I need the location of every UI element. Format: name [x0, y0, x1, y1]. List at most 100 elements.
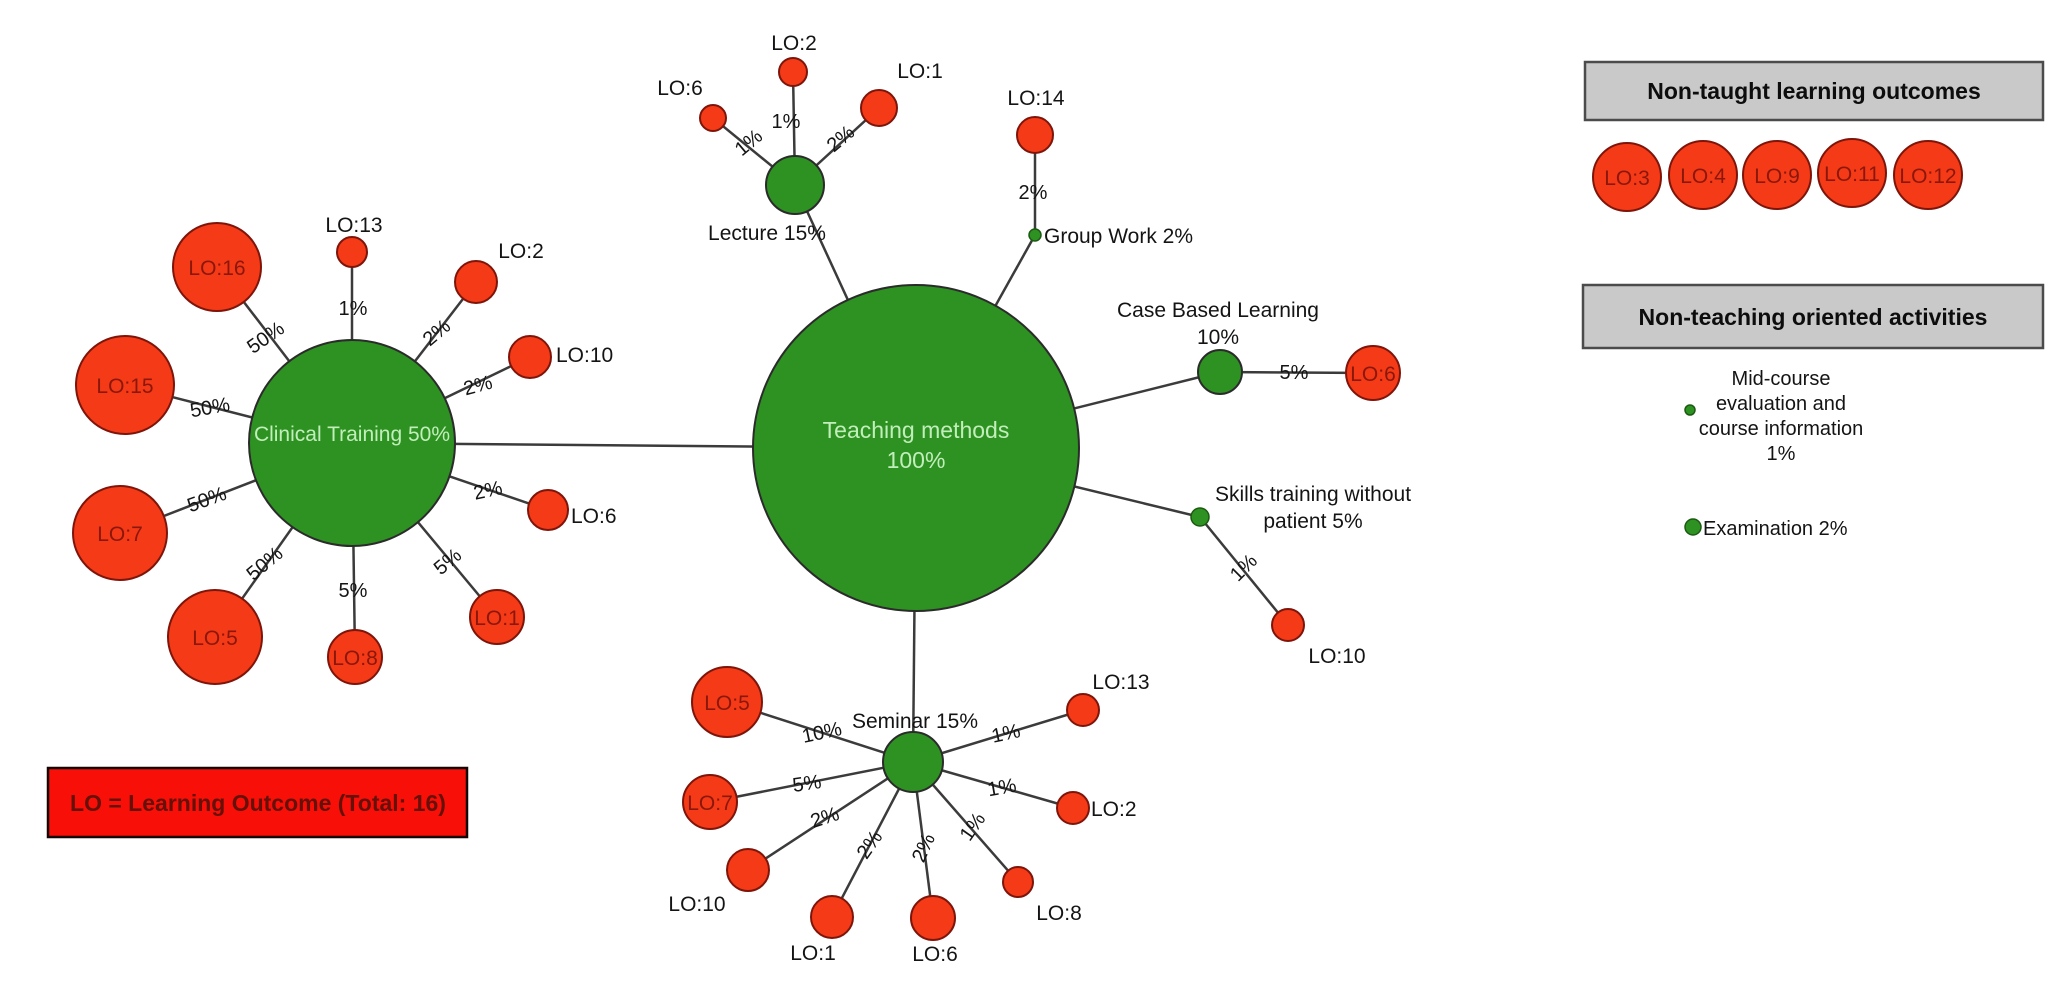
- cluster-group-work: Group Work 2% LO:14 2%: [1007, 87, 1193, 248]
- node-skills-lo10-label: LO:10: [1308, 645, 1365, 668]
- non-taught-header-box: [1583, 60, 2045, 122]
- cluster-skills-training: Skills training without patient 5% LO:10…: [1190, 483, 1411, 668]
- node-lecture-lo2: [778, 57, 808, 87]
- node-clinical-lo7: [72, 485, 168, 581]
- node-seminar-lo2-label: LO:2: [1091, 798, 1137, 821]
- node-skills-training: [1190, 507, 1210, 527]
- node-clinical-lo5-label: LO:5: [192, 627, 238, 650]
- edge-pct-clinical-lo7: 50%: [184, 483, 229, 517]
- node-teaching-methods-label-line2: 100%: [887, 447, 946, 473]
- node-seminar-lo8: [1002, 866, 1034, 898]
- node-clinical-lo10-label: LO:10: [556, 344, 613, 367]
- node-clinical-lo6-label: LO:6: [571, 505, 617, 528]
- node-lo11: [1817, 138, 1887, 208]
- node-lo4-label: LO:4: [1680, 165, 1726, 188]
- node-skills-label-line2: patient 5%: [1263, 510, 1362, 533]
- edge-pct-seminar-lo7: 5%: [791, 771, 823, 797]
- node-clinical-lo2-label: LO:2: [498, 240, 544, 263]
- node-clinical-lo1-label: LO:1: [474, 607, 520, 630]
- non-teaching-title: Non-teaching oriented activities: [1639, 304, 1988, 330]
- node-seminar-lo13-label: LO:13: [1092, 671, 1149, 694]
- cluster-root: Teaching methods 100%: [752, 284, 1080, 612]
- edge-pct-clinical-lo5: 50%: [243, 543, 288, 586]
- edge-pct-seminar-lo8: 1%: [956, 809, 991, 845]
- edge-pct-clinical-lo15: 50%: [188, 394, 231, 423]
- node-clinical-lo10: [508, 335, 552, 379]
- node-seminar-lo8-label: LO:8: [1036, 902, 1082, 925]
- node-lo12-label: LO:12: [1899, 165, 1956, 188]
- edge-pct-clinical-lo2: 2%: [419, 315, 455, 351]
- node-lo3: [1592, 142, 1662, 212]
- node-case-based-learning: [1197, 349, 1243, 395]
- edge-pct-seminar-lo6: 2%: [908, 830, 940, 866]
- node-skills-lo10: [1271, 608, 1305, 642]
- edge-pct-seminar-lo1: 2%: [853, 827, 888, 863]
- legend-box: [46, 766, 469, 839]
- node-clinical-lo13: [336, 236, 368, 268]
- edge-pct-seminar-lo5: 10%: [800, 718, 844, 748]
- midcourse-label-line2: evaluation and: [1716, 393, 1846, 415]
- edge-seminar-lo10: [747, 760, 914, 872]
- edge-pct-clinical-lo10: 2%: [461, 372, 495, 401]
- node-lecture-lo6-label: LO:6: [657, 77, 703, 100]
- examination-label: Examination 2%: [1703, 518, 1848, 540]
- edge-pct-lecture-lo1: 2%: [823, 121, 859, 157]
- node-lo3-label: LO:3: [1604, 167, 1650, 190]
- edge-pct-seminar-lo2: 1%: [986, 775, 1019, 802]
- edge-pct-lecture-lo2: 1%: [772, 111, 801, 133]
- node-lo9: [1742, 140, 1812, 210]
- midcourse-label-line3: course information: [1699, 418, 1864, 440]
- panel-non-teaching: Non-teaching oriented activities Mid-cou…: [1581, 283, 2045, 540]
- edge-pct-clinical-lo6: 2%: [472, 477, 505, 505]
- node-lecture-lo2-label: LO:2: [771, 32, 817, 55]
- node-clinical-lo1: [469, 589, 525, 645]
- edge-pct-clinical-lo8: 5%: [339, 580, 368, 602]
- node-case-based-label-line2: 10%: [1197, 326, 1239, 349]
- node-seminar: [882, 731, 944, 793]
- node-seminar-lo5: [691, 666, 763, 738]
- node-lecture-lo1-label: LO:1: [897, 60, 943, 83]
- midcourse-label-line1: Mid-course: [1732, 368, 1831, 390]
- node-seminar-lo10: [726, 848, 770, 892]
- edge-seminar-lo7: [709, 760, 914, 804]
- node-group-work: [1028, 228, 1042, 242]
- cluster-clinical-training: Clinical Training 50% LO:16 50% LO:13 1%…: [72, 214, 617, 685]
- legend: LO = Learning Outcome (Total: 16): [46, 766, 469, 839]
- node-lo9-label: LO:9: [1754, 165, 1800, 188]
- node-seminar-lo10-label: LO:10: [668, 893, 725, 916]
- node-clinical-lo7-label: LO:7: [97, 523, 143, 546]
- node-seminar-lo5-label: LO:5: [704, 692, 750, 715]
- node-lecture-lo1: [860, 89, 898, 127]
- cluster-case-based: Case Based Learning 10% LO:6 5%: [1117, 299, 1401, 401]
- node-seminar-lo7: [682, 774, 738, 830]
- node-lecture-lo6: [699, 104, 727, 132]
- edge-pct-seminar-lo10: 2%: [808, 803, 842, 833]
- legend-label: LO = Learning Outcome (Total: 16): [70, 790, 446, 816]
- node-group-work-label: Group Work 2%: [1044, 225, 1193, 248]
- node-case-based-label-line1: Case Based Learning: [1117, 299, 1319, 322]
- edge-pct-lecture-lo6: 1%: [731, 125, 767, 161]
- edge-pct-seminar-lo13: 1%: [990, 720, 1023, 748]
- node-clinical-lo2: [454, 260, 498, 304]
- edge-pct-casebased-lo6: 5%: [1280, 362, 1309, 384]
- node-seminar-lo6: [910, 895, 956, 941]
- node-clinical-lo5: [167, 589, 263, 685]
- node-skills-label-line1: Skills training without: [1215, 483, 1411, 506]
- node-seminar-lo1-label: LO:1: [790, 942, 836, 965]
- node-lo4: [1668, 140, 1738, 210]
- node-clinical-lo6: [527, 489, 569, 531]
- node-lo14-label: LO:14: [1007, 87, 1065, 110]
- edge-skills-lo10: [1199, 516, 1289, 626]
- node-lo16: [172, 222, 262, 312]
- cluster-lecture: Lecture 15% LO:6 1% LO:2 1% LO:1 2%: [657, 32, 943, 245]
- node-lo11-label: LO:11: [1824, 163, 1880, 186]
- node-lecture-label: Lecture 15%: [708, 222, 826, 245]
- edge-pct-clinical-lo13: 1%: [339, 298, 368, 320]
- non-teaching-header-box: [1581, 283, 2045, 350]
- node-casebased-lo6-label: LO:6: [1350, 363, 1396, 386]
- node-lo16-label: LO:16: [188, 257, 245, 280]
- non-taught-title: Non-taught learning outcomes: [1647, 78, 1981, 104]
- node-seminar-lo13: [1066, 693, 1100, 727]
- node-lo15: [75, 335, 175, 435]
- node-seminar-lo7-label: LO:7: [687, 792, 733, 815]
